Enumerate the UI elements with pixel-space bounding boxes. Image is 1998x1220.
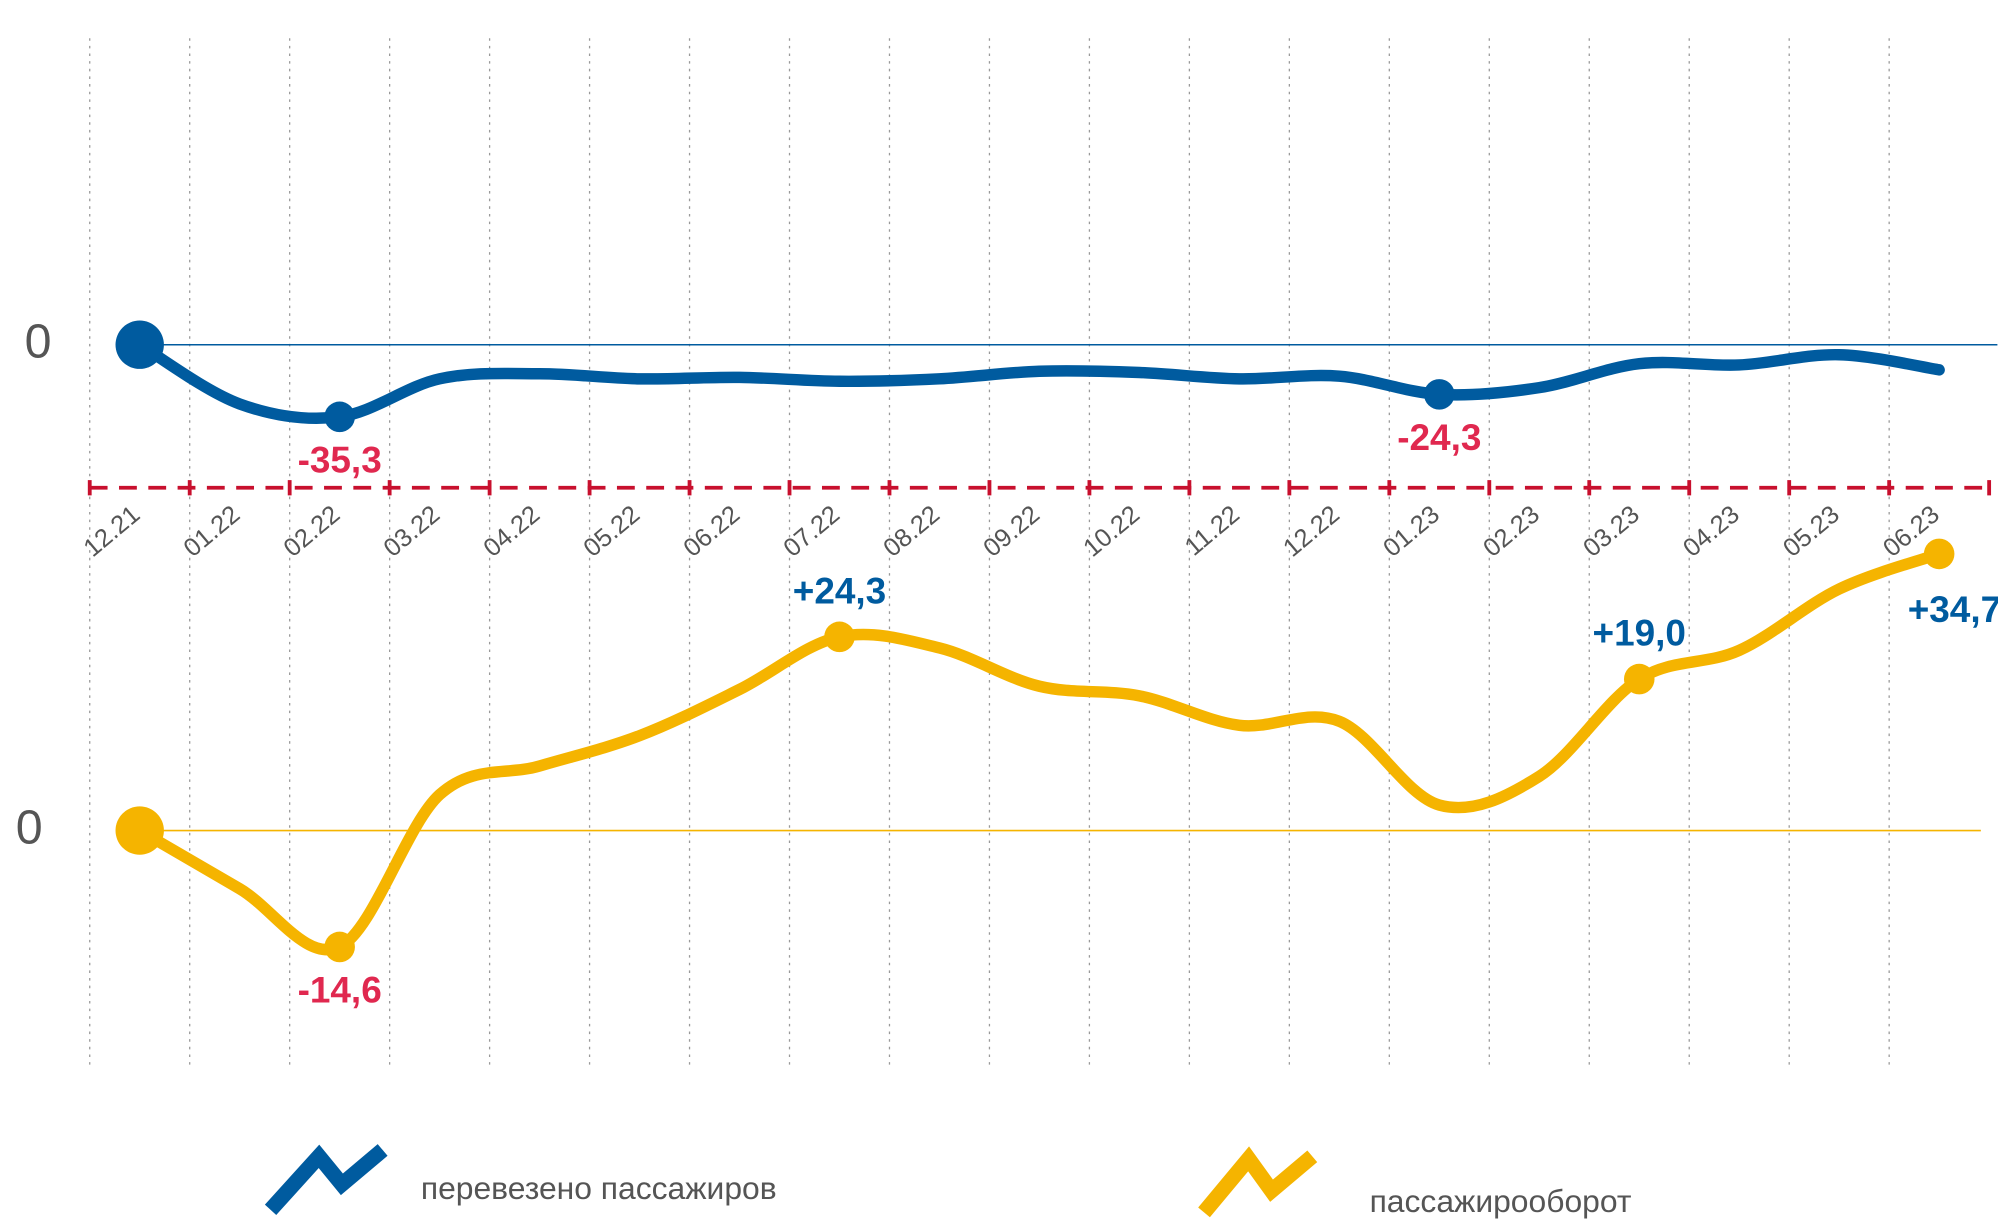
value-label: -35,3 — [298, 439, 382, 480]
x-tick-label: 04.22 — [478, 500, 545, 562]
x-tick-label: 01.23 — [1378, 500, 1445, 562]
x-tick-label: 11.22 — [1180, 500, 1245, 561]
x-tick-label: 04.23 — [1678, 500, 1745, 562]
x-tick-label: 10.22 — [1078, 500, 1145, 562]
legend-icon — [1198, 1146, 1318, 1218]
legend-label: перевезено пассажиров — [421, 1170, 777, 1206]
value-label: +19,0 — [1593, 613, 1686, 654]
point-marker — [115, 806, 164, 855]
x-tick-label: 08.22 — [878, 500, 945, 562]
point-marker — [824, 621, 855, 653]
y-tick-label: 0 — [16, 800, 43, 854]
point-marker — [1923, 538, 1955, 570]
point-marker — [115, 320, 164, 369]
x-tick-label: 02.22 — [278, 500, 345, 562]
x-tick-label: 09.22 — [978, 500, 1045, 562]
x-tick-label: 05.22 — [578, 500, 645, 562]
point-marker — [1424, 379, 1455, 410]
legend-icon — [264, 1144, 388, 1215]
point-marker — [1623, 663, 1655, 695]
x-tick-label: 01.22 — [179, 500, 246, 562]
series-line — [133, 338, 1945, 424]
point-marker — [324, 931, 355, 963]
x-tick-label: 03.22 — [378, 500, 445, 562]
x-tick-label: 07.22 — [778, 500, 845, 562]
point-marker — [324, 401, 355, 433]
legend-label: пассажирооборот — [1370, 1183, 1632, 1219]
x-tick-label: 06.22 — [678, 500, 745, 562]
value-label: +34,7 — [1908, 589, 1998, 630]
x-tick-label: 02.23 — [1478, 500, 1545, 562]
x-tick-label: 12.21 — [79, 500, 146, 562]
value-label: +24,3 — [793, 570, 886, 611]
x-tick-label: 05.23 — [1778, 500, 1845, 562]
x-tick-label: 12.22 — [1278, 500, 1345, 562]
x-tick-label: 03.23 — [1578, 500, 1645, 562]
value-label: -24,3 — [1397, 417, 1481, 458]
value-label: -14,6 — [298, 970, 382, 1011]
y-tick-label: 0 — [25, 314, 52, 368]
